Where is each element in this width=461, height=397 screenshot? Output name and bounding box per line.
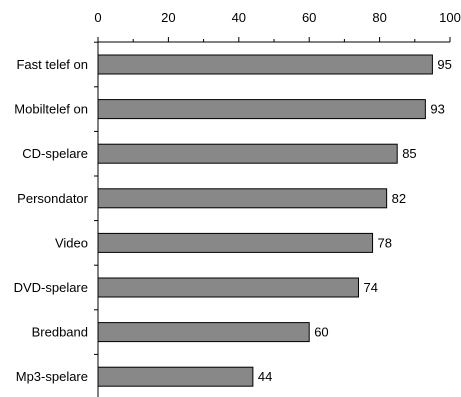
data-label: 44 bbox=[258, 369, 272, 384]
data-label: 78 bbox=[378, 235, 392, 250]
x-tick-label: 80 bbox=[372, 10, 386, 25]
data-label: 85 bbox=[402, 146, 416, 161]
category-label: Mp3-spelare bbox=[16, 369, 88, 384]
category-label: DVD-spelare bbox=[14, 280, 88, 295]
data-label: 74 bbox=[363, 280, 377, 295]
x-tick-label: 20 bbox=[161, 10, 175, 25]
axes bbox=[94, 37, 451, 397]
bar bbox=[97, 54, 433, 75]
category-label: CD-spelare bbox=[22, 146, 88, 161]
x-tick-label: 0 bbox=[94, 10, 101, 25]
x-tick-label: 60 bbox=[302, 10, 316, 25]
bar bbox=[97, 232, 374, 253]
bar bbox=[97, 143, 398, 164]
category-label: Bredband bbox=[32, 325, 88, 340]
bars bbox=[97, 54, 433, 387]
labels: 0 20 40 60 80 100 Fast telef on 95 Mobiltelef on… bbox=[14, 10, 461, 384]
data-label: 93 bbox=[430, 102, 444, 117]
x-tick-label: 100 bbox=[439, 10, 461, 25]
category-label: Mobiltelef on bbox=[14, 102, 88, 117]
x-tick-label: 40 bbox=[232, 10, 246, 25]
data-label: 95 bbox=[437, 57, 451, 72]
bar bbox=[97, 188, 388, 209]
bar bbox=[97, 366, 254, 387]
category-label: Persondator bbox=[17, 191, 88, 206]
bar bbox=[97, 322, 310, 343]
category-label: Fast telef on bbox=[16, 57, 88, 72]
category-label: Video bbox=[55, 235, 88, 250]
data-label: 60 bbox=[314, 325, 328, 340]
bar bbox=[97, 277, 359, 298]
data-label: 82 bbox=[392, 191, 406, 206]
bar bbox=[97, 99, 426, 120]
